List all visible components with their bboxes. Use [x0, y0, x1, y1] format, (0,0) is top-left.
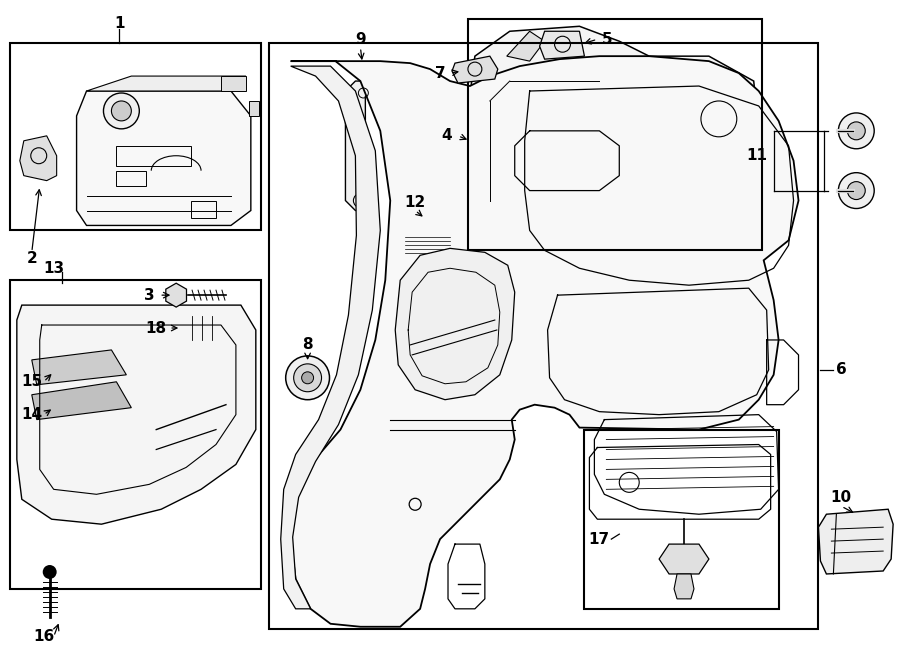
Bar: [116, 146, 191, 166]
Text: 6: 6: [836, 362, 847, 377]
Circle shape: [104, 93, 140, 129]
Polygon shape: [540, 31, 584, 59]
Polygon shape: [281, 66, 381, 609]
Polygon shape: [20, 136, 57, 180]
Polygon shape: [76, 91, 251, 225]
Circle shape: [285, 356, 329, 400]
Text: 16: 16: [33, 629, 54, 644]
Polygon shape: [346, 81, 375, 210]
Polygon shape: [395, 249, 515, 400]
Text: 14: 14: [22, 407, 42, 422]
Polygon shape: [679, 86, 757, 156]
Circle shape: [302, 372, 313, 384]
Bar: [10, 280, 261, 589]
Polygon shape: [674, 574, 694, 599]
Text: 9: 9: [356, 32, 365, 47]
Polygon shape: [400, 215, 455, 265]
Text: 4: 4: [442, 128, 453, 143]
Circle shape: [42, 565, 57, 579]
Text: 8: 8: [302, 337, 313, 352]
Bar: [468, 19, 761, 251]
Polygon shape: [32, 382, 131, 420]
Polygon shape: [166, 283, 186, 307]
Bar: [269, 43, 818, 629]
Text: 7: 7: [435, 65, 446, 81]
Circle shape: [847, 182, 865, 200]
Text: 12: 12: [404, 195, 426, 210]
Circle shape: [839, 173, 874, 208]
Bar: [10, 43, 261, 231]
Text: 11: 11: [746, 148, 767, 163]
Polygon shape: [818, 509, 893, 574]
Circle shape: [847, 122, 865, 140]
Polygon shape: [32, 350, 126, 385]
Polygon shape: [507, 31, 544, 61]
Bar: [116, 171, 147, 186]
Bar: [191, 200, 216, 219]
Text: 3: 3: [144, 288, 155, 303]
Text: 10: 10: [831, 490, 852, 505]
Text: 1: 1: [114, 16, 124, 31]
Text: 5: 5: [602, 32, 613, 47]
Text: 13: 13: [43, 260, 64, 276]
Polygon shape: [291, 56, 798, 627]
Polygon shape: [452, 56, 498, 83]
Text: 17: 17: [589, 531, 610, 547]
Polygon shape: [221, 76, 246, 91]
Polygon shape: [248, 101, 259, 116]
Bar: [584, 430, 778, 609]
Polygon shape: [17, 305, 256, 524]
Circle shape: [839, 113, 874, 149]
Circle shape: [112, 101, 131, 121]
Polygon shape: [182, 314, 222, 342]
Text: 2: 2: [26, 251, 37, 266]
Circle shape: [293, 364, 321, 392]
Polygon shape: [468, 26, 759, 241]
Polygon shape: [86, 76, 246, 91]
Text: 18: 18: [146, 321, 166, 336]
Polygon shape: [659, 544, 709, 574]
Text: 15: 15: [22, 374, 42, 389]
